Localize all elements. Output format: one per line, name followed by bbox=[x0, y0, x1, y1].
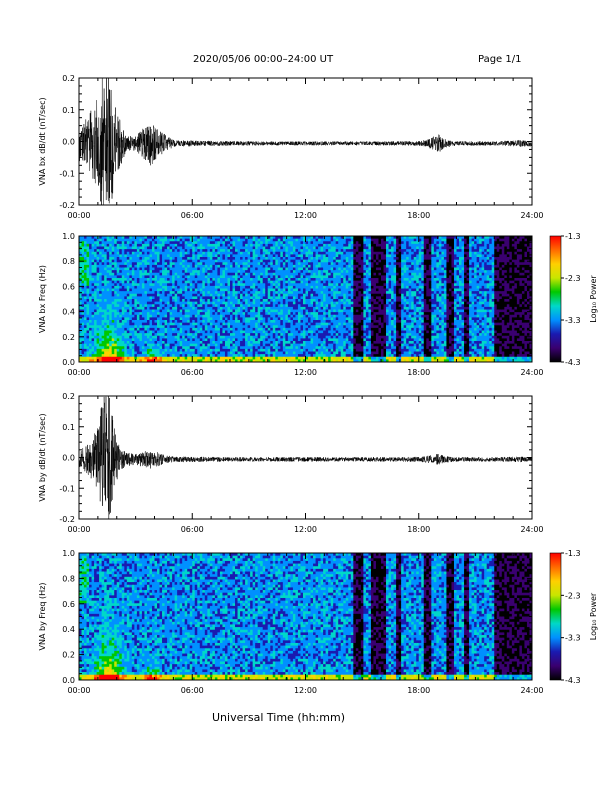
y-tick-label: 0.0 bbox=[62, 138, 75, 147]
colorbar-tick-label: -1.3 bbox=[565, 232, 581, 241]
colorbar-label: Log₁₀ Power bbox=[589, 592, 598, 640]
y-tick-label: 0.1 bbox=[62, 423, 75, 432]
y-tick-label: -0.1 bbox=[59, 169, 75, 178]
y-tick-label: 0.0 bbox=[62, 454, 75, 463]
y-tick-label: 0.2 bbox=[62, 651, 75, 660]
y-tick-label: 1.0 bbox=[62, 549, 75, 558]
panel-2-axes: 1.0 0.8 0.6 0.4 0.2 0.000:00 06:00 12:00 18:00 24… bbox=[38, 232, 544, 377]
panel-frame bbox=[78, 395, 533, 520]
colorbar-tick-label: -2.3 bbox=[565, 591, 581, 600]
y-tick-label: -0.2 bbox=[59, 201, 75, 210]
y-tick-label: -0.1 bbox=[59, 484, 75, 493]
y-tick-label: 1.0 bbox=[62, 232, 75, 241]
signal-trace-series bbox=[79, 396, 532, 519]
y-tick-label: 0.8 bbox=[62, 257, 75, 266]
y-axis-label: VNA by Freq (Hz) bbox=[38, 583, 47, 651]
x-tick-label: 06:00 bbox=[181, 686, 204, 695]
x-tick-label: 00:00 bbox=[67, 686, 90, 695]
panel-3-axes: 0.2 0.1 0.0 -0.1 -0.200:00 06:00 12:00 18:00 24:… bbox=[38, 392, 544, 534]
spectrogram-by bbox=[79, 553, 533, 681]
x-tick-label: 24:00 bbox=[520, 211, 543, 220]
y-tick-label: 0.0 bbox=[62, 676, 75, 685]
colorbar-label: Log₁₀ Power bbox=[589, 275, 598, 323]
x-tick-label: 00:00 bbox=[67, 368, 90, 377]
panel-1-axes: 0.2 0.1 0.0 -0.1 -0.200:00 06:00 12:00 18:00 24:… bbox=[38, 74, 544, 220]
colorbar-tick-label: -4.3 bbox=[565, 358, 581, 367]
colorbar-1: -1.3 -2.3 -3.3 -4.3 Log₁₀ Power bbox=[549, 232, 598, 367]
colorbar-tick-label: -3.3 bbox=[565, 316, 581, 325]
y-axis-label: VNA bx dB/dt (nT/sec) bbox=[38, 97, 47, 185]
x-tick-label: 00:00 bbox=[67, 525, 90, 534]
panel-4-axes: 1.0 0.8 0.6 0.4 0.2 0.000:00 06:00 12:00 18:00 24… bbox=[38, 549, 544, 695]
x-tick-label: 12:00 bbox=[294, 368, 317, 377]
y-tick-label: 0.4 bbox=[62, 308, 75, 317]
x-tick-label: 24:00 bbox=[520, 525, 543, 534]
x-tick-label: 18:00 bbox=[407, 211, 430, 220]
y-axis-label: VNA bx Freq (Hz) bbox=[38, 265, 47, 333]
y-tick-label: 0.8 bbox=[62, 574, 75, 583]
x-tick-label: 24:00 bbox=[520, 686, 543, 695]
x-tick-label: 18:00 bbox=[407, 525, 430, 534]
x-tick-label: 12:00 bbox=[294, 686, 317, 695]
y-tick-label: 0.2 bbox=[62, 333, 75, 342]
y-tick-label: -0.2 bbox=[59, 515, 75, 524]
x-tick-label: 00:00 bbox=[67, 211, 90, 220]
x-tick-label: 06:00 bbox=[181, 525, 204, 534]
x-tick-label: 24:00 bbox=[520, 368, 543, 377]
colorbar-gradient bbox=[549, 235, 562, 363]
date-range-title: 2020/05/06 00:00–24:00 UT bbox=[193, 54, 334, 65]
y-tick-label: 0.0 bbox=[62, 358, 75, 367]
y-tick-label: 0.2 bbox=[62, 392, 75, 401]
signal-trace-series bbox=[79, 78, 532, 205]
y-tick-label: 0.6 bbox=[62, 600, 75, 609]
colorbar-3: -1.3 -2.3 -3.3 -4.3 Log₁₀ Power bbox=[549, 549, 598, 685]
colorbar-tick-label: -3.3 bbox=[565, 634, 581, 643]
x-tick-label: 18:00 bbox=[407, 686, 430, 695]
x-tick-label: 12:00 bbox=[294, 211, 317, 220]
spectrogram-bx bbox=[79, 236, 533, 363]
y-tick-label: 0.2 bbox=[62, 74, 75, 83]
x-axis-label: Universal Time (hh:mm) bbox=[212, 711, 345, 724]
x-tick-label: 06:00 bbox=[181, 211, 204, 220]
colorbar-tick-label: -1.3 bbox=[565, 549, 581, 558]
x-tick-label: 18:00 bbox=[407, 368, 430, 377]
colorbar-tick-label: -4.3 bbox=[565, 676, 581, 685]
colorbar-tick-label: -2.3 bbox=[565, 274, 581, 283]
y-tick-label: 0.6 bbox=[62, 282, 75, 291]
y-axis-label: VNA by dB/dt (nT/sec) bbox=[38, 413, 47, 501]
colorbar-gradient bbox=[549, 552, 562, 681]
y-tick-label: 0.4 bbox=[62, 625, 75, 634]
page-indicator: Page 1/1 bbox=[478, 54, 522, 65]
x-tick-label: 12:00 bbox=[294, 525, 317, 534]
y-tick-label: 0.1 bbox=[62, 106, 75, 115]
x-tick-label: 06:00 bbox=[181, 368, 204, 377]
